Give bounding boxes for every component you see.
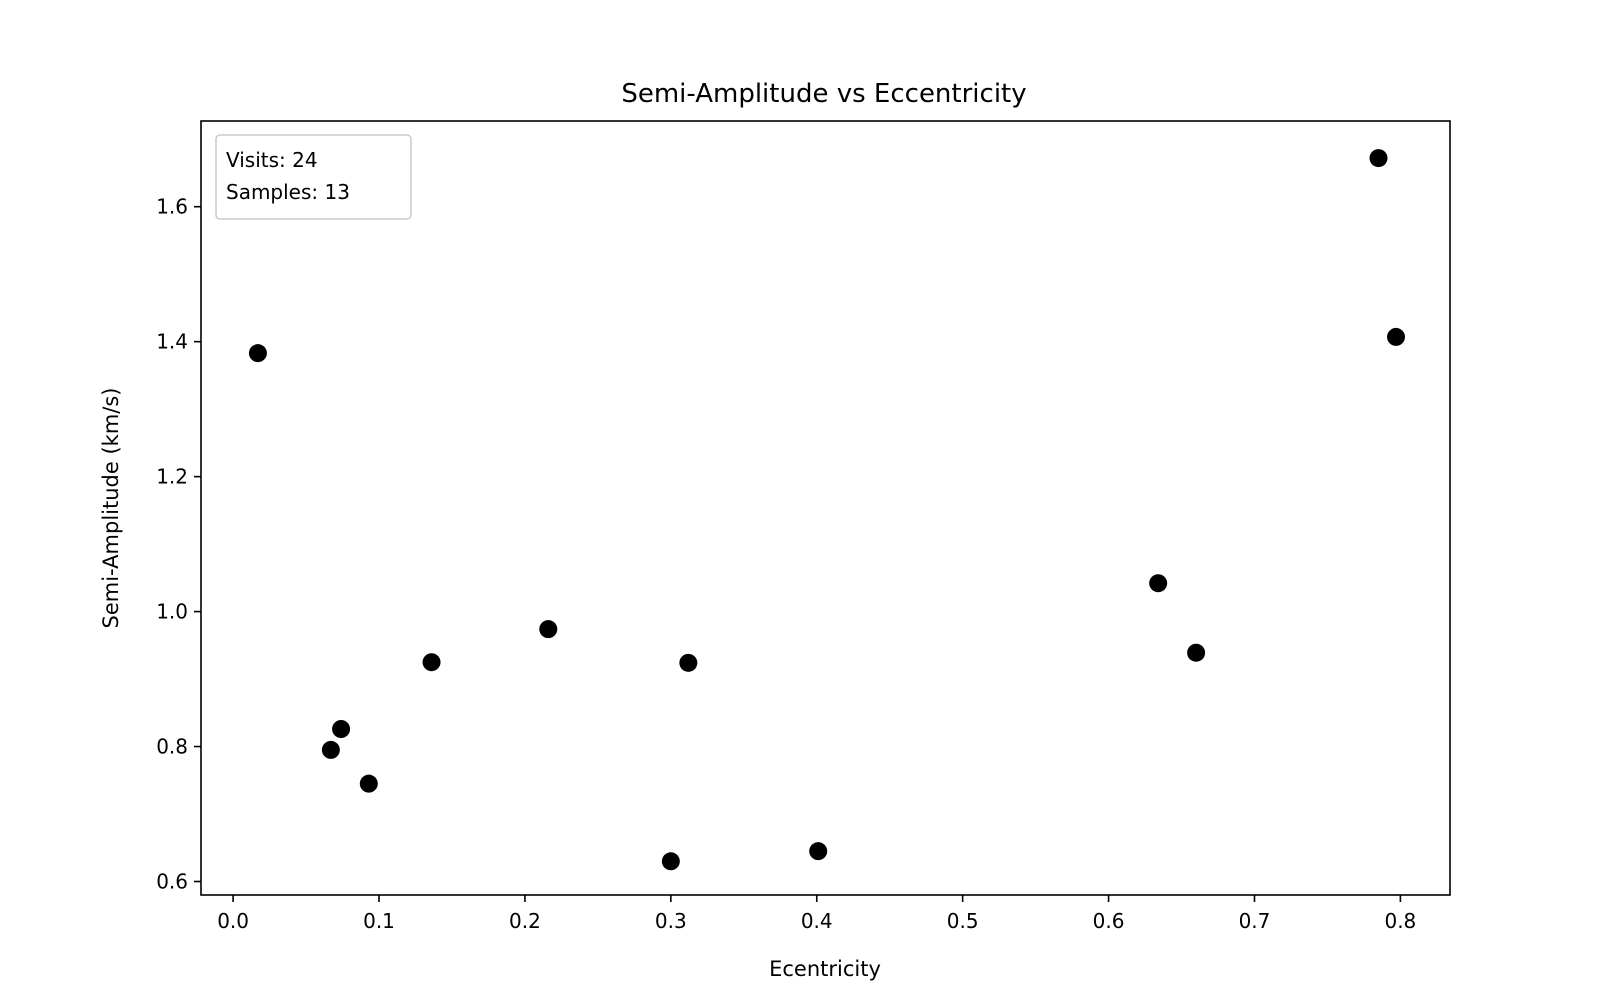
y-tick-label: 1.0 [156, 600, 188, 624]
data-point [248, 344, 267, 363]
y-tick-label: 1.4 [156, 330, 188, 354]
data-point [321, 740, 340, 759]
data-point [1369, 149, 1388, 168]
x-tick-label: 0.4 [801, 909, 833, 933]
x-tick-label: 0.2 [509, 909, 541, 933]
x-tick-label: 0.1 [363, 909, 395, 933]
data-point [661, 852, 680, 871]
x-tick-label: 0.8 [1384, 909, 1416, 933]
data-points [248, 149, 1406, 871]
x-tick-label: 0.6 [1093, 909, 1125, 933]
x-tick-label: 0.5 [947, 909, 979, 933]
data-point [679, 653, 698, 672]
x-tick-label: 0.0 [217, 909, 249, 933]
data-point [1187, 643, 1206, 662]
y-axis-ticks: 0.6 0.8 1.0 1.2 1.4 1.6 [156, 195, 201, 894]
data-point [809, 842, 828, 861]
annotation-box: Visits: 24 Samples: 13 [215, 134, 412, 220]
y-tick-label: 0.8 [156, 735, 188, 759]
data-point [539, 620, 558, 639]
x-axis-ticks: 0.0 0.1 0.2 0.3 0.4 0.5 0.6 0.7 0.8 [217, 895, 1416, 933]
plot-area-frame [200, 120, 1451, 896]
annotation-samples: Samples: 13 [226, 180, 350, 204]
y-axis-label: Semi-Amplitude (km/s) [99, 388, 123, 629]
chart-title: Semi-Amplitude vs Eccentricity [621, 79, 1026, 109]
data-point [422, 653, 441, 672]
y-tick-label: 1.6 [156, 195, 188, 219]
x-axis-label: Ecentricity [769, 957, 881, 981]
y-tick-label: 1.2 [156, 465, 188, 489]
data-point [359, 774, 378, 793]
annotation-frame [215, 134, 412, 220]
x-tick-label: 0.3 [655, 909, 687, 933]
annotation-visits: Visits: 24 [226, 148, 318, 172]
y-tick-label: 0.6 [156, 870, 188, 894]
x-tick-label: 0.7 [1239, 909, 1271, 933]
data-point [1387, 327, 1406, 346]
data-point [1149, 574, 1168, 593]
data-point [332, 719, 351, 738]
